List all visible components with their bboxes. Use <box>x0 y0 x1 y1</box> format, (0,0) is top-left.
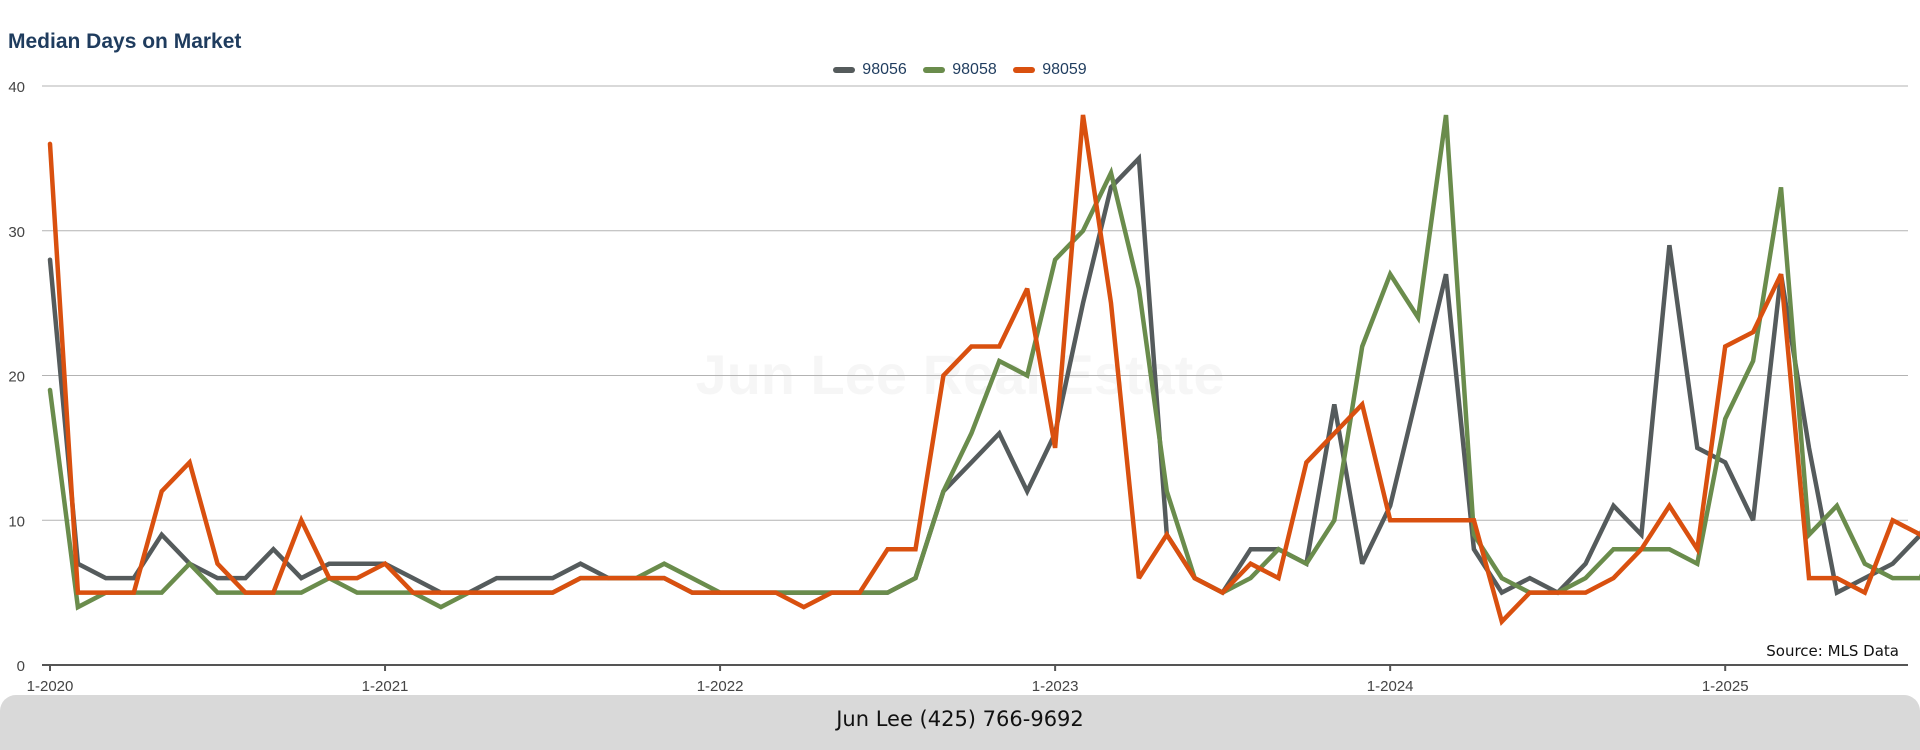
y-tick-label: 10 <box>8 513 25 530</box>
x-tick-label: 1-2023 <box>1032 678 1079 695</box>
chart-legend: 98056 98058 98059 <box>0 60 1920 79</box>
chart-title: Median Days on Market <box>8 30 242 53</box>
x-tick-label: 1-2020 <box>27 678 74 695</box>
chart-plot-area: 0 10 20 30 40 1-2020 1-2021 1-2022 1-2023 1-2024 1… <box>8 79 1920 695</box>
legend-swatch-98056 <box>833 67 856 73</box>
legend-swatch-98059 <box>1013 67 1036 73</box>
y-tick-label: 0 <box>17 658 25 675</box>
series-line-98059 <box>47 114 1920 627</box>
x-tick-label: 1-2025 <box>1702 678 1749 695</box>
legend-item-98058[interactable]: 98058 <box>923 61 997 79</box>
legend-label-98059: 98059 <box>1042 61 1087 78</box>
x-tick-label: 1-2022 <box>697 678 744 695</box>
legend-label-98056: 98056 <box>862 61 907 78</box>
legend-item-98059[interactable]: 98059 <box>1013 61 1087 79</box>
y-tick-label: 40 <box>8 79 25 96</box>
y-tick-label: 20 <box>8 369 25 386</box>
legend-item-98056[interactable]: 98056 <box>833 61 907 79</box>
legend-swatch-98058 <box>923 67 946 73</box>
series-line-98058 <box>47 114 1920 611</box>
x-tick-label: 1-2024 <box>1367 678 1414 695</box>
x-tick-label: 1-2021 <box>362 678 409 695</box>
source-note: Source: MLS Data <box>1766 642 1899 660</box>
series-line-98056 <box>47 153 1920 596</box>
footer-contact: Jun Lee (425) 766-9692 <box>836 707 1084 731</box>
footer-bar: Jun Lee (425) 766-9692 <box>0 695 1920 750</box>
y-tick-label: 30 <box>8 224 25 241</box>
legend-label-98058: 98058 <box>952 61 997 78</box>
